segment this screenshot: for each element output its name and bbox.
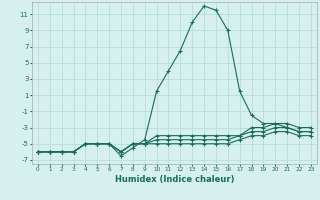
- X-axis label: Humidex (Indice chaleur): Humidex (Indice chaleur): [115, 175, 234, 184]
